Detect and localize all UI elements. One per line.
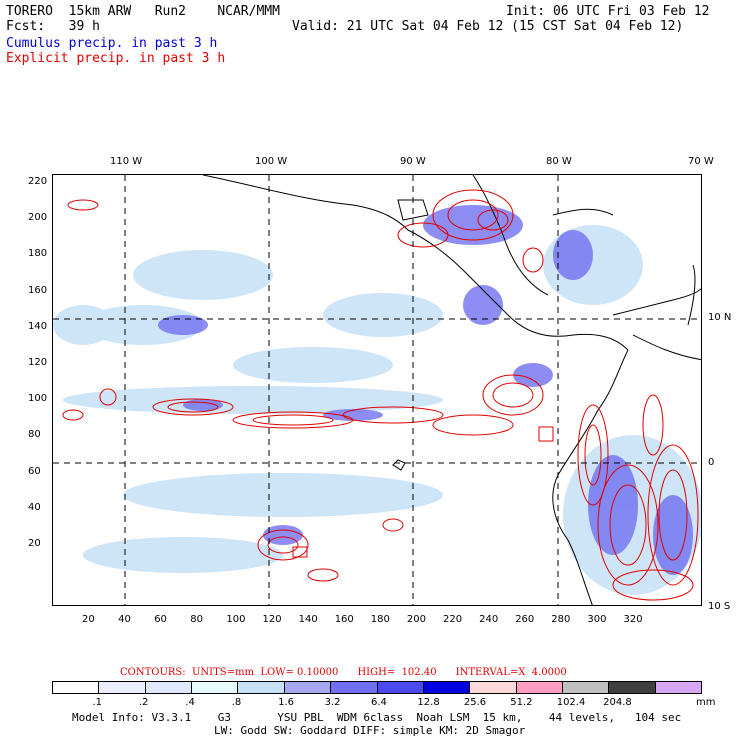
title-explicit-precip: Explicit precip. in past 3 h	[6, 51, 226, 66]
legend-swatch	[99, 682, 146, 693]
legend-colorbar	[52, 681, 702, 694]
longitude-label: 100 W	[255, 156, 288, 167]
contours-label: CONTOURS: UNITS=mm LOW= 0.10000 HIGH= 10…	[120, 667, 567, 678]
header-model-title: TORERO 15km ARW Run2 NCAR/MMM	[6, 4, 280, 19]
x-tick-label: 200	[406, 614, 426, 625]
x-tick-label: 260	[515, 614, 535, 625]
legend-swatch	[423, 682, 471, 693]
legend-value: 51.2	[510, 697, 533, 708]
legend-value: 3.2	[324, 697, 341, 708]
header-forecast-hour: Fcst: 39 h	[6, 19, 100, 34]
legend-swatch	[192, 682, 239, 693]
latitude-label: 10 S	[708, 601, 731, 612]
x-tick-label: 40	[118, 614, 131, 625]
x-tick-label: 140	[298, 614, 318, 625]
legend-value: 102.4	[556, 697, 586, 708]
lat-lon-grid	[53, 175, 701, 605]
legend-swatch	[145, 682, 193, 693]
legend-value: .1	[92, 697, 102, 708]
y-tick-label: 80	[28, 429, 41, 441]
legend-value: .2	[138, 697, 149, 708]
legend-swatch	[238, 682, 285, 693]
longitude-label: 90 W	[400, 156, 426, 167]
legend-swatch	[331, 682, 378, 693]
x-tick-label: 20	[82, 614, 95, 625]
longitude-label: 80 W	[546, 156, 572, 167]
y-tick-label: 180	[28, 248, 48, 260]
legend-value: .4	[185, 697, 195, 708]
legend-swatch	[609, 682, 656, 693]
y-tick-label: 20	[28, 538, 41, 549]
x-tick-label: 160	[334, 614, 354, 625]
longitude-label: 110 W	[110, 156, 143, 167]
x-tick-label: 180	[370, 614, 390, 625]
x-tick-label: 80	[190, 614, 204, 625]
y-tick-label: 200	[28, 212, 48, 224]
latitude-label: 0	[708, 457, 715, 468]
y-tick-label: 160	[28, 284, 48, 296]
legend-unit: mm	[696, 697, 716, 708]
legend-value: 1.6	[278, 697, 295, 708]
legend-value: 12.8	[417, 697, 440, 708]
x-tick-label: 300	[587, 614, 607, 625]
legend-swatch	[377, 682, 424, 693]
legend-swatch	[516, 682, 563, 693]
legend-swatch	[562, 682, 610, 693]
header-valid-time: Valid: 21 UTC Sat 04 Feb 12 (15 CST Sat …	[292, 19, 684, 34]
y-tick-label: 60	[28, 465, 41, 477]
explicit-precip-contours	[62, 189, 699, 601]
legend-swatch	[470, 682, 517, 693]
x-tick-label: 100	[226, 614, 246, 625]
y-tick-label: 120	[28, 357, 48, 368]
title-cumulus-precip: Cumulus precip. in past 3 h	[6, 36, 218, 51]
x-tick-label: 120	[262, 614, 282, 625]
legend-value: 6.4	[371, 697, 387, 708]
footer-model-info: Model Info: V3.3.1 G3 YSU PBL WDM 6class…	[72, 711, 682, 724]
header-init-time: Init: 06 UTC Fri 03 Feb 12	[506, 4, 710, 19]
latitude-label: 10 N	[708, 312, 732, 323]
map-canvas	[53, 175, 701, 605]
footer-physics-info: LW: Godd SW: Goddard DIFF: simple KM: 2D…	[214, 724, 526, 737]
y-tick-label: 100	[28, 393, 48, 405]
legend-value: 25.6	[463, 697, 487, 708]
y-tick-label: 220	[28, 176, 48, 187]
y-tick-label: 40	[28, 501, 41, 513]
x-tick-label: 240	[479, 614, 499, 625]
x-tick-label: 220	[443, 614, 463, 625]
longitude-label: 70 W	[688, 156, 714, 167]
legend-swatch	[53, 682, 100, 693]
x-tick-label: 320	[623, 614, 643, 625]
y-tick-label: 140	[28, 320, 48, 332]
x-tick-label: 60	[154, 614, 167, 625]
legend-swatch	[284, 682, 332, 693]
legend-value: 204.8	[603, 697, 632, 708]
x-tick-label: 280	[551, 614, 571, 625]
legend-value: .8	[231, 697, 242, 708]
precip-map	[52, 174, 702, 606]
legend-swatch	[655, 682, 702, 693]
